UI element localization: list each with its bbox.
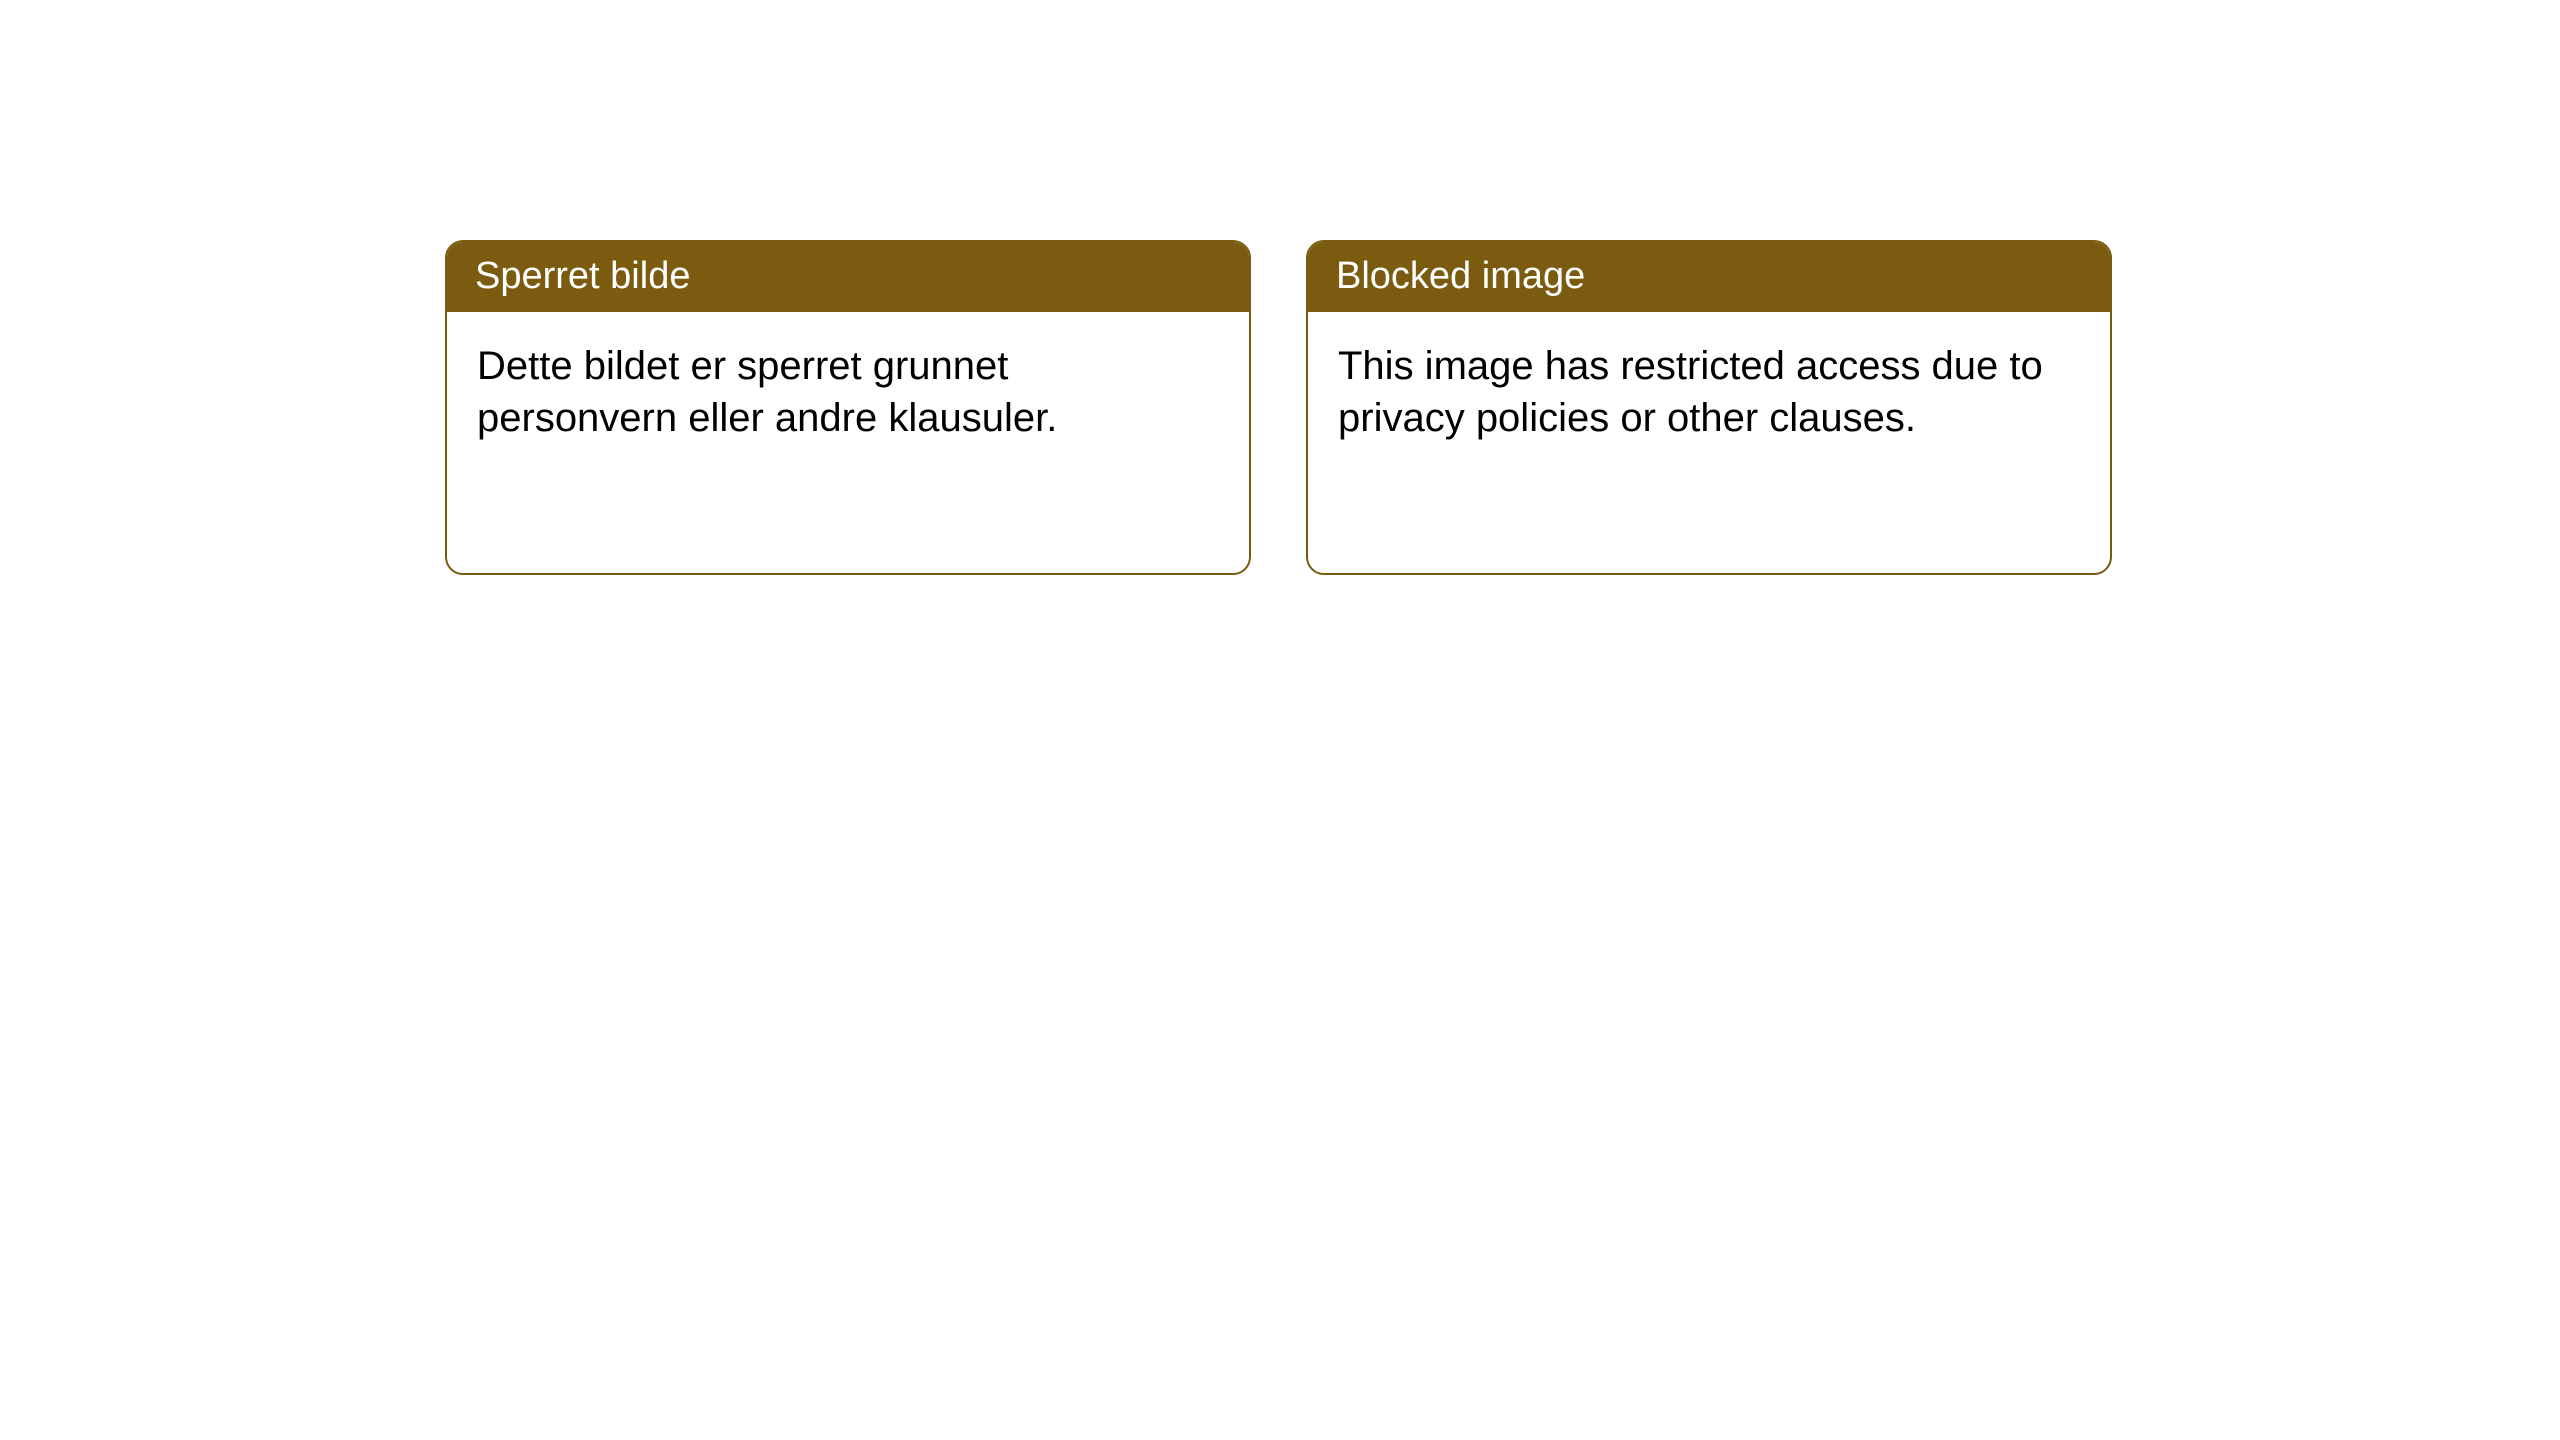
card-text-norwegian: Dette bildet er sperret grunnet personve… <box>477 344 1057 440</box>
card-header-english: Blocked image <box>1308 242 2110 312</box>
card-body-norwegian: Dette bildet er sperret grunnet personve… <box>447 312 1249 472</box>
card-header-norwegian: Sperret bilde <box>447 242 1249 312</box>
blocked-image-card-english: Blocked image This image has restricted … <box>1306 240 2112 575</box>
card-text-english: This image has restricted access due to … <box>1338 344 2043 440</box>
card-title-english: Blocked image <box>1336 255 1585 297</box>
blocked-image-card-norwegian: Sperret bilde Dette bildet er sperret gr… <box>445 240 1251 575</box>
blocked-image-cards: Sperret bilde Dette bildet er sperret gr… <box>445 240 2560 575</box>
card-body-english: This image has restricted access due to … <box>1308 312 2110 472</box>
card-title-norwegian: Sperret bilde <box>475 255 690 297</box>
